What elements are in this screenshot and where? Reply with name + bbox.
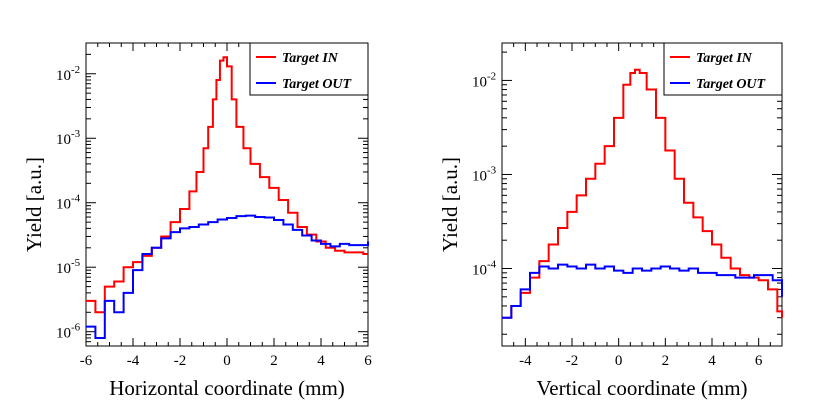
- series-line-target-out: [86, 214, 369, 339]
- legend-box: [249, 42, 369, 96]
- y-tick-label: 10-3: [472, 164, 497, 184]
- y-tick-label: 10-6: [56, 322, 81, 342]
- legend-label: Target OUT: [282, 77, 353, 92]
- x-tick-label: 4: [317, 353, 325, 369]
- y-axis-title: Yield [a.u.]: [22, 157, 46, 252]
- y-tick-label: 10-4: [472, 259, 497, 279]
- series-line-target-out: [502, 263, 783, 319]
- x-tick-label: -4: [519, 353, 532, 369]
- x-tick-label: -4: [127, 353, 140, 369]
- legend-box: [663, 42, 783, 96]
- x-tick-label: 6: [755, 353, 763, 369]
- legend-label: Target IN: [282, 51, 339, 66]
- x-tick-label: 2: [662, 353, 670, 369]
- series-line-target-in: [502, 68, 783, 319]
- legend-label: Target OUT: [696, 77, 767, 92]
- vertical-profile-chart: -4 -2 0 2 4 6 10-4 10-3 10-2 Vertical coordinate …: [438, 42, 783, 400]
- x-tick-label: -2: [566, 353, 579, 369]
- legend-label: Target IN: [696, 51, 753, 66]
- y-tick-label: 10-2: [472, 70, 496, 90]
- y-tick-label: 10-5: [56, 257, 81, 277]
- x-axis-title: Vertical coordinate (mm): [536, 376, 747, 400]
- series-line-target-in: [86, 56, 368, 314]
- x-tick-label: -6: [80, 353, 93, 369]
- x-axis-title: Horizontal coordinate (mm): [109, 376, 345, 400]
- x-tick-label: 0: [223, 353, 231, 369]
- horizontal-profile-chart: -6 -4 -2 0 2 4 6 10-6 10-5 10-4 10-3 10-2 Horizontal…: [22, 42, 372, 400]
- y-tick-label: 10-4: [56, 193, 81, 213]
- x-tick-label: 6: [364, 353, 372, 369]
- x-tick-label: 2: [270, 353, 278, 369]
- x-tick-label: -2: [174, 353, 187, 369]
- y-tick-label: 10-3: [56, 128, 81, 148]
- x-tick-label: 0: [615, 353, 623, 369]
- y-tick-label: 10-2: [56, 64, 80, 84]
- y-axis-title: Yield [a.u.]: [438, 157, 462, 252]
- x-tick-label: 4: [708, 353, 716, 369]
